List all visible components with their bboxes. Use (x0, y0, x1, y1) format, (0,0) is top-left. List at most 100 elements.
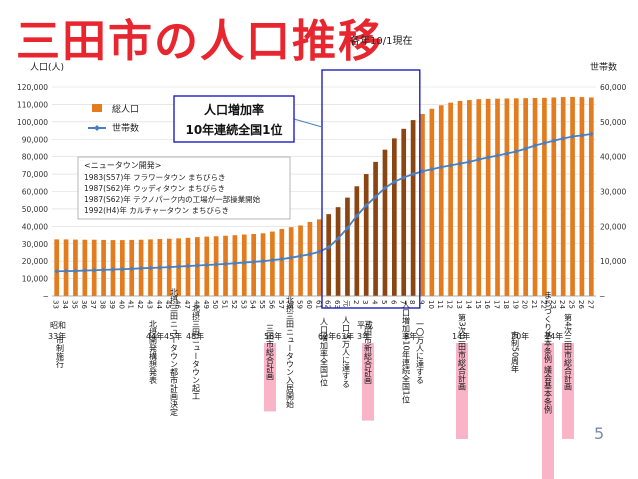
bar (429, 108, 435, 296)
left-tick-label: 120,000 (17, 83, 48, 92)
bar (588, 97, 594, 296)
event-label: まちづくり基本条例 議会基本条例 (544, 291, 553, 415)
x-tick-label: 19 (511, 300, 519, 309)
x-tick-label: 47 (183, 300, 191, 309)
date-note: 各年10/1現在 (350, 34, 412, 47)
right-tick-label: 30,000 (600, 188, 626, 197)
bar (532, 97, 538, 296)
data-point (345, 225, 350, 231)
x-tick-label: 37 (89, 300, 97, 309)
event-highlight (264, 343, 276, 412)
bar (392, 138, 397, 296)
x-tick-label: 48 (192, 300, 200, 309)
x-tick-label: 24 (558, 300, 566, 309)
newtown-box: <ニュータウン開発> 1983(S57)年 フラワータウン まちびらき 1987… (77, 156, 291, 220)
data-point (157, 265, 163, 270)
households-polyline (56, 133, 592, 273)
data-point (195, 263, 200, 268)
x-axis-ticks: 33 34 35 36 37 38 39 40 41 42 43 44 45 46 47 48 49 50 51 52… (52, 295, 596, 309)
era-heisei: 平成 (357, 320, 373, 330)
left-tick-label: 70,000 (22, 170, 48, 179)
bar (513, 98, 519, 296)
x-tick-label: 8 (408, 300, 416, 304)
right-tick-label: ─ (599, 292, 605, 301)
data-point (504, 151, 510, 156)
left-tick-label: 50,000 (22, 205, 48, 214)
data-point (392, 179, 397, 185)
legend: 総人口 世帯数 (88, 103, 139, 134)
callout-line2: 10年連続全国1位 (185, 122, 282, 137)
data-point (138, 266, 144, 271)
left-tick-label: 100,000 (17, 118, 48, 127)
x-tick-label: 45 (164, 300, 172, 309)
event-year-label: 8年 (404, 331, 417, 341)
bar (551, 97, 557, 296)
data-point (354, 213, 360, 219)
bar (316, 219, 322, 296)
event-highlight (542, 343, 554, 479)
page-title: 三田市の人口推移 (16, 16, 384, 67)
highlight-box (321, 69, 421, 309)
x-tick-label: 23 (549, 300, 557, 309)
legend-line-marker (94, 125, 100, 131)
bar (363, 174, 369, 296)
x-tick-label: 7 (399, 300, 407, 304)
x-tick-label: 34 (61, 300, 69, 309)
event-label: 人口増加率10年連続全国1位 (402, 300, 411, 403)
data-point (410, 171, 416, 177)
data-point (513, 149, 519, 154)
bar (335, 207, 341, 296)
event-label: 一〇万人に達する (416, 320, 425, 384)
data-point (551, 138, 557, 143)
bar (401, 128, 407, 296)
x-tick-label: 56 (267, 300, 275, 309)
bar (542, 97, 547, 296)
data-point (270, 257, 275, 263)
right-axis-label: 世帯数 (590, 61, 617, 73)
x-tick-label: 26 (577, 300, 585, 309)
data-point (382, 185, 388, 191)
callout-pointer (293, 118, 323, 128)
data-point (101, 267, 106, 273)
bar (438, 105, 444, 296)
data-point (589, 131, 594, 137)
x-tick-label: 63 (333, 300, 341, 309)
left-tick-label: 60,000 (22, 188, 48, 197)
data-point (570, 134, 575, 139)
data-point (363, 203, 369, 208)
x-tick-label: 15 (474, 300, 482, 309)
x-tick-label: 54 (249, 300, 257, 309)
data-point (204, 262, 210, 268)
data-point (279, 256, 285, 262)
event-year-label: 45年 (164, 331, 182, 341)
x-tick-label: 33 (52, 300, 60, 309)
left-tick-label: ─ (42, 292, 48, 301)
event-highlight (562, 343, 574, 439)
x-tick-label: 52 (230, 300, 238, 309)
data-point (260, 258, 266, 264)
bar (63, 239, 69, 296)
data-point (241, 260, 247, 265)
x-tick-label: 20 (521, 300, 529, 309)
legend-bar-swatch (92, 104, 102, 112)
left-tick-label: 20,000 (22, 257, 48, 266)
x-tick-label: 60 (305, 300, 313, 309)
x-tick-label: 51 (221, 300, 229, 309)
data-point (166, 264, 172, 270)
right-tick-label: 20,000 (600, 222, 626, 231)
bar (270, 231, 275, 296)
event-year-label: 44年 (146, 331, 164, 341)
bar (457, 100, 463, 296)
x-tick-label: 42 (136, 300, 144, 309)
page-number: 5 (594, 424, 604, 443)
bar (485, 98, 491, 297)
bar (279, 228, 285, 296)
legend-label-households: 世帯数 (112, 122, 139, 134)
bar (232, 235, 238, 296)
right-tick-label: 60,000 (600, 83, 626, 92)
era-showa: 昭和 (50, 321, 66, 330)
data-point (73, 268, 78, 274)
data-point (326, 244, 331, 250)
x-tick-label: 10 (427, 300, 435, 309)
